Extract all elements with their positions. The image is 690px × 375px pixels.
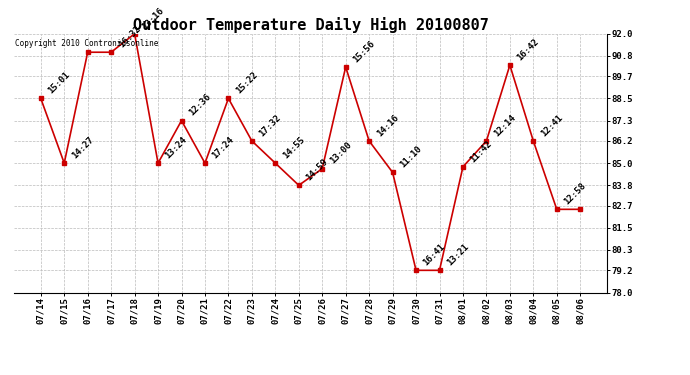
Text: 13:00: 13:00 xyxy=(328,141,353,166)
Text: 17:24: 17:24 xyxy=(210,135,236,160)
Text: 16:32: 16:32 xyxy=(117,24,142,50)
Text: 14:27: 14:27 xyxy=(70,135,95,160)
Text: 15:22: 15:22 xyxy=(234,70,259,96)
Text: 12:14: 12:14 xyxy=(492,113,518,138)
Text: 12:36: 12:36 xyxy=(187,93,213,118)
Text: 15:01: 15:01 xyxy=(46,70,72,96)
Text: 11:42: 11:42 xyxy=(469,139,494,164)
Text: 12:41: 12:41 xyxy=(539,113,564,138)
Text: 16:42: 16:42 xyxy=(515,37,541,62)
Text: 14:16: 14:16 xyxy=(375,113,400,138)
Text: 13:24: 13:24 xyxy=(164,135,189,160)
Text: 15:56: 15:56 xyxy=(351,39,377,64)
Text: 12:58: 12:58 xyxy=(562,181,588,207)
Text: 14:59: 14:59 xyxy=(304,157,330,183)
Text: 13:16: 13:16 xyxy=(140,6,166,31)
Text: Copyright 2010 Contronicsonline: Copyright 2010 Contronicsonline xyxy=(15,39,159,48)
Text: 16:41: 16:41 xyxy=(422,242,447,267)
Text: 11:10: 11:10 xyxy=(398,144,424,170)
Text: 14:55: 14:55 xyxy=(281,135,306,160)
Text: 17:32: 17:32 xyxy=(257,113,283,138)
Title: Outdoor Temperature Daily High 20100807: Outdoor Temperature Daily High 20100807 xyxy=(132,16,489,33)
Text: 13:21: 13:21 xyxy=(445,242,471,267)
